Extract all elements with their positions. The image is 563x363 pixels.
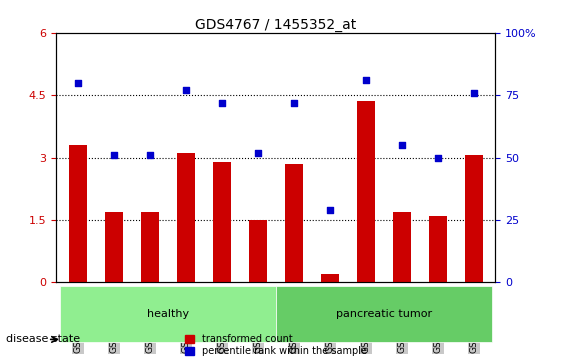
Bar — [357, 101, 375, 282]
Point — [253, 150, 262, 155]
Bar — [213, 162, 231, 282]
Bar — [285, 164, 303, 282]
Point — [325, 207, 334, 213]
Bar — [393, 212, 411, 282]
Text: healthy: healthy — [147, 309, 189, 319]
FancyBboxPatch shape — [60, 286, 276, 342]
Text: pancreatic tumor: pancreatic tumor — [336, 309, 432, 319]
Point — [289, 100, 298, 106]
Point — [145, 152, 154, 158]
Bar — [105, 212, 123, 282]
Bar — [429, 216, 447, 282]
Bar — [465, 155, 483, 282]
Bar — [141, 212, 159, 282]
Bar — [177, 154, 195, 282]
Point — [361, 77, 370, 83]
Point — [181, 87, 190, 93]
Bar — [69, 145, 87, 282]
Bar — [249, 220, 267, 282]
Point — [109, 152, 118, 158]
Text: disease state: disease state — [6, 334, 80, 344]
Point — [217, 100, 226, 106]
Bar — [321, 274, 339, 282]
Point — [470, 90, 479, 95]
Point — [434, 155, 443, 160]
Text: GDS4767 / 1455352_at: GDS4767 / 1455352_at — [195, 18, 356, 32]
FancyBboxPatch shape — [276, 286, 492, 342]
Point — [73, 80, 82, 86]
Legend: transformed count, percentile rank within the sample: transformed count, percentile rank withi… — [182, 332, 369, 358]
Point — [397, 142, 406, 148]
